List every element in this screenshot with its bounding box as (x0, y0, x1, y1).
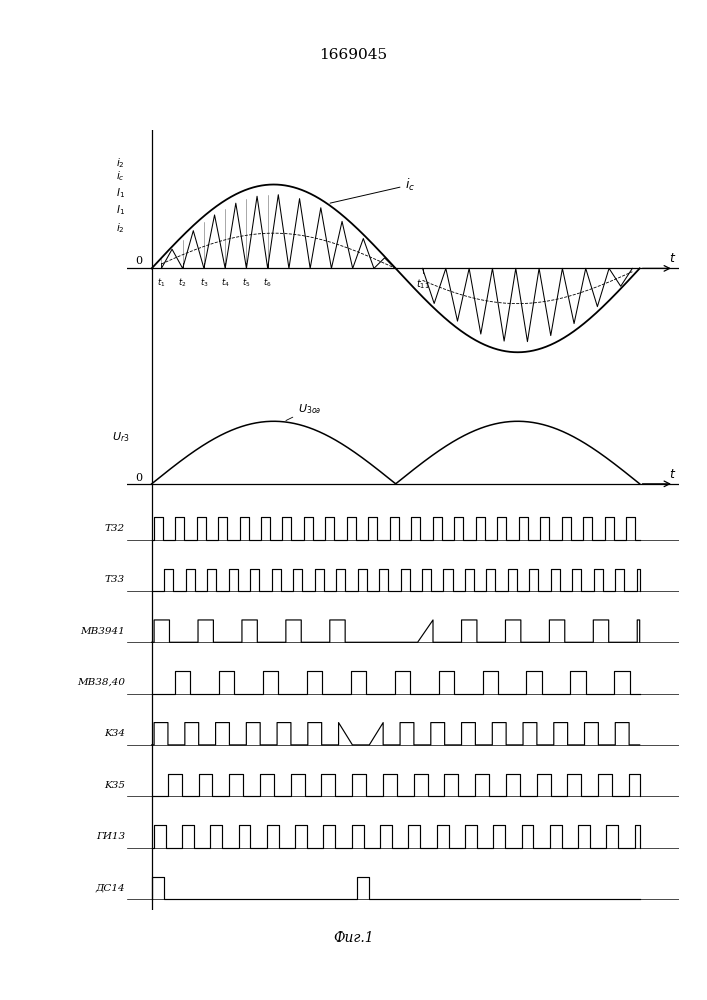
Text: $t$: $t$ (669, 468, 676, 481)
Text: Фиг.1: Фиг.1 (333, 931, 374, 945)
Text: $U_{3o\partial}$: $U_{3o\partial}$ (286, 402, 322, 421)
Text: $I_1$: $I_1$ (116, 203, 125, 217)
Text: $t_{11}$: $t_{11}$ (416, 277, 429, 291)
Text: $t_2$: $t_2$ (178, 277, 187, 289)
Text: MB3941: MB3941 (80, 627, 125, 636)
Text: K34: K34 (104, 729, 125, 738)
Text: $i_c$: $i_c$ (330, 177, 416, 203)
Text: $I_1$: $I_1$ (116, 186, 125, 200)
Text: $i_2$: $i_2$ (116, 157, 125, 170)
Text: T33: T33 (105, 575, 125, 584)
Text: $t_3$: $t_3$ (199, 277, 209, 289)
Text: $i_c$: $i_c$ (116, 169, 125, 183)
Text: 0: 0 (135, 473, 142, 483)
Text: $t_1$: $t_1$ (157, 277, 165, 289)
Text: $t_6$: $t_6$ (264, 277, 272, 289)
Text: T32: T32 (105, 524, 125, 533)
Text: 0: 0 (135, 256, 142, 266)
Text: $t_4$: $t_4$ (221, 277, 230, 289)
Text: ДС14: ДС14 (95, 883, 125, 892)
Text: MB38,40: MB38,40 (77, 678, 125, 687)
Text: K35: K35 (104, 781, 125, 790)
Text: $t_5$: $t_5$ (243, 277, 251, 289)
Text: $t$: $t$ (669, 252, 676, 265)
Text: ГИ13: ГИ13 (95, 832, 125, 841)
Text: $i_2$: $i_2$ (116, 221, 125, 235)
Text: $U_{r3}$: $U_{r3}$ (112, 430, 129, 444)
Text: 1669045: 1669045 (320, 48, 387, 62)
